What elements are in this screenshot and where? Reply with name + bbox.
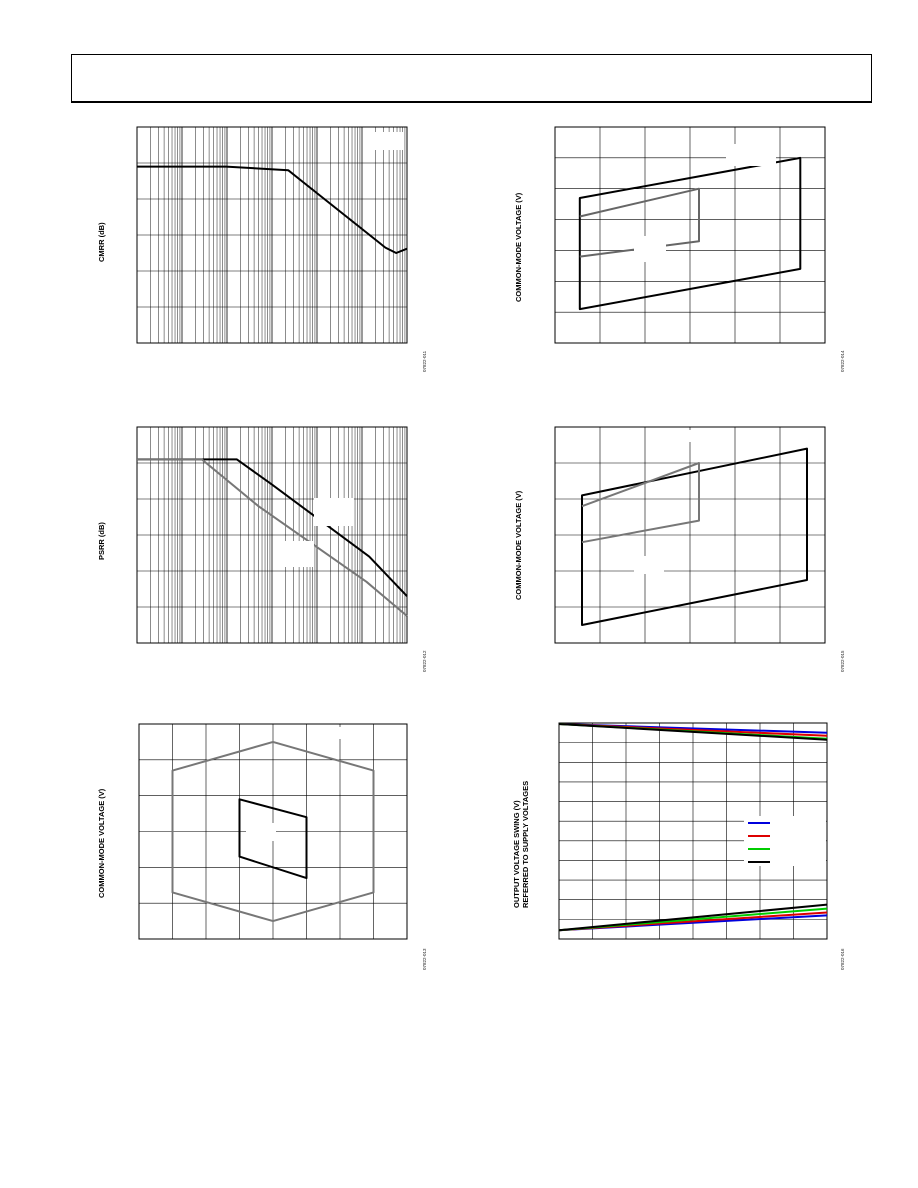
figure-id-cm-range-3: 07822-013 — [422, 948, 427, 970]
figure-id-cm-range-2: 07822-015 — [840, 650, 845, 672]
annotation-box — [284, 541, 314, 567]
annotation-box — [634, 556, 664, 574]
y-axis-label-cm-range-3: COMMON-MODE VOLTAGE (V) — [97, 788, 106, 898]
legend-box — [366, 132, 404, 150]
annotation-box — [318, 727, 360, 739]
chart-cm-range-3 — [138, 723, 408, 940]
y-axis-label-cmrr: CMRR (dB) — [97, 222, 106, 262]
chart-psrr — [136, 426, 408, 644]
series-line-3 — [558, 723, 828, 741]
figure-id-psrr: 07822-012 — [422, 650, 427, 672]
y-axis-label-output-swing: OUTPUT VOLTAGE SWING (V) REFERRED TO SUP… — [512, 780, 530, 908]
page-header-box — [71, 54, 872, 103]
chart-cm-range-1 — [554, 126, 826, 344]
annotation-box — [246, 823, 276, 841]
series-line-0 — [578, 156, 802, 311]
chart-cmrr — [136, 126, 408, 344]
annotation-box — [684, 430, 724, 442]
series-line-0 — [137, 165, 408, 254]
series-line-0 — [581, 447, 808, 626]
figure-id-output-swing: 07822-016 — [840, 948, 845, 970]
figure-id-cm-range-1: 07822-014 — [840, 350, 845, 372]
annotation-box — [314, 498, 354, 526]
series-line-1 — [137, 458, 408, 617]
figure-id-cmrr: 07822-011 — [422, 350, 427, 372]
chart-cm-range-2 — [554, 426, 826, 644]
series-line-0 — [171, 740, 375, 923]
annotation-box — [634, 236, 666, 262]
y-axis-label-psrr: PSRR (dB) — [97, 522, 106, 560]
legend-box — [744, 816, 826, 866]
annotation-box — [726, 144, 776, 166]
series-line-7 — [558, 903, 828, 932]
y-axis-label-cm-range-2: COMMON-MODE VOLTAGE (V) — [514, 490, 523, 600]
series-line-0 — [137, 458, 408, 597]
chart-output-swing — [558, 722, 828, 940]
y-axis-label-cm-range-1: COMMON-MODE VOLTAGE (V) — [514, 192, 523, 302]
series-line-1 — [581, 462, 700, 544]
series-line-1 — [238, 798, 308, 880]
